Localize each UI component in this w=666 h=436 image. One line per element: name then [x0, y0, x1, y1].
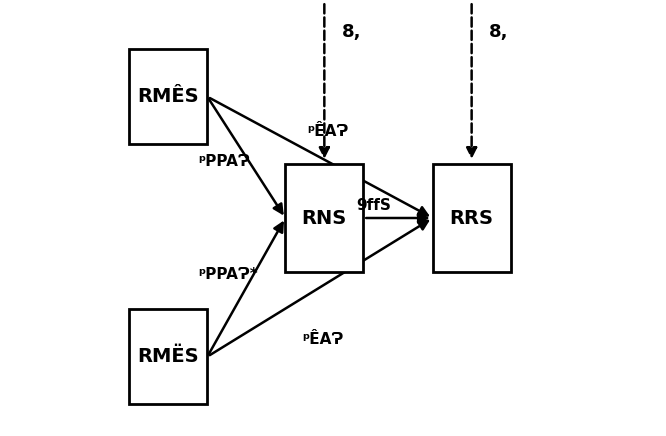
Text: ᵖÊAɁ: ᵖÊAɁ	[307, 124, 348, 139]
Text: ᵖPPAɁ: ᵖPPAɁ	[198, 154, 250, 169]
Text: ᵖPPAɁ*: ᵖPPAɁ*	[198, 267, 258, 282]
Text: RMËS: RMËS	[138, 347, 199, 366]
Text: RRS: RRS	[450, 208, 494, 228]
Text: RNS: RNS	[302, 208, 347, 228]
Text: ᵖÊAɁ: ᵖÊAɁ	[302, 332, 344, 347]
Text: 9ffS: 9ffS	[357, 198, 392, 212]
FancyBboxPatch shape	[433, 164, 511, 272]
Text: RMÊS: RMÊS	[138, 87, 199, 106]
FancyBboxPatch shape	[129, 49, 207, 144]
FancyBboxPatch shape	[129, 309, 207, 404]
Text: 8,: 8,	[489, 23, 508, 41]
Text: 8,: 8,	[342, 23, 361, 41]
FancyBboxPatch shape	[285, 164, 364, 272]
